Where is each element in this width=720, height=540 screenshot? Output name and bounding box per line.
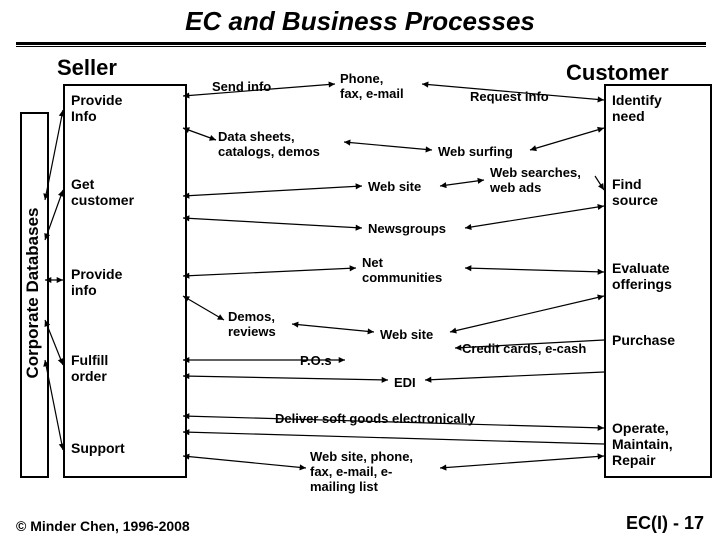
footer-right: EC(I) - 17: [626, 513, 704, 534]
footer-left: © Minder Chen, 1996-2008: [16, 518, 190, 534]
arrows-layer: [0, 0, 720, 540]
slide: EC and Business Processes Seller Custome…: [0, 0, 720, 540]
